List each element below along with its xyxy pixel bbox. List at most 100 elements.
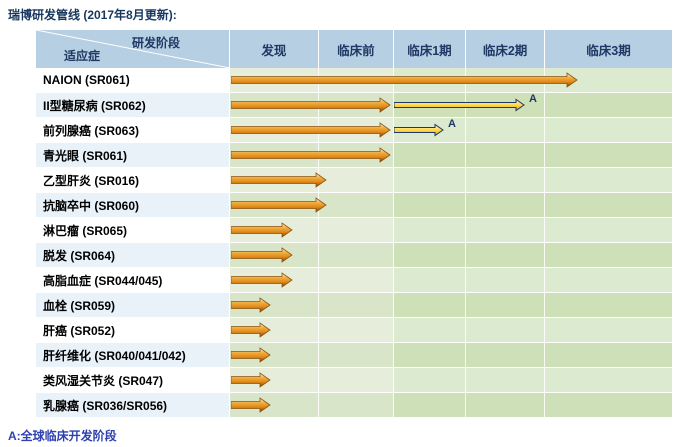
pipeline-arrow xyxy=(231,97,391,113)
row-indication-label: 青光眼 (SR061) xyxy=(36,143,230,168)
pipeline-row: 类风湿关节炎 (SR047) xyxy=(36,368,672,393)
stage-header-5: 临床3期 xyxy=(545,30,672,68)
stage-cell xyxy=(545,218,672,243)
stage-header-4: 临床2期 xyxy=(465,30,546,68)
stage-cell xyxy=(465,243,546,268)
pipeline-arrow xyxy=(231,147,391,163)
pipeline-arrow xyxy=(231,222,293,238)
pipeline-row: 肝纤维化 (SR040/041/042) xyxy=(36,343,672,368)
row-indication-label: 肝癌 (SR052) xyxy=(36,318,230,343)
stage-cell xyxy=(318,218,394,243)
stage-header-2: 临床前 xyxy=(318,30,394,68)
global-arrow xyxy=(394,123,444,137)
stage-cell xyxy=(545,193,672,218)
stage-cell xyxy=(318,343,394,368)
stage-cell xyxy=(545,143,672,168)
row-indication-label: 前列腺癌 (SR063) xyxy=(36,118,230,143)
stage-cell xyxy=(393,293,466,318)
pipeline-row: 乙型肝炎 (SR016) xyxy=(36,168,672,193)
stage-axis-label: 研发阶段 xyxy=(132,36,181,50)
stage-cell xyxy=(393,393,466,418)
row-indication-label: 血栓 (SR059) xyxy=(36,293,230,318)
indication-axis-label: 适应症 xyxy=(64,49,101,63)
pipeline-rows: NAION (SR061) II型糖尿病 (SR062) A 前列腺癌 (SR063)… xyxy=(36,68,672,418)
global-stage-marker: A xyxy=(529,93,537,105)
row-indication-label: 肝纤维化 (SR040/041/042) xyxy=(36,343,230,368)
pipeline-arrow xyxy=(231,197,327,213)
stage-cell xyxy=(465,143,546,168)
stage-cell xyxy=(545,243,672,268)
pipeline-arrow xyxy=(231,297,271,313)
stage-cell xyxy=(318,393,394,418)
stage-cell xyxy=(465,368,546,393)
stage-cell xyxy=(545,93,672,118)
stage-cell xyxy=(393,218,466,243)
stage-header-1: 发现 xyxy=(230,30,319,68)
diagonal-divider-line xyxy=(36,30,230,68)
stage-cell xyxy=(465,393,546,418)
stage-cell xyxy=(318,243,394,268)
pipeline-row: 前列腺癌 (SR063) A xyxy=(36,118,672,143)
stage-cell xyxy=(545,343,672,368)
stage-cell xyxy=(318,318,394,343)
stage-track xyxy=(230,193,672,218)
row-indication-label: 抗脑卒中 (SR060) xyxy=(36,193,230,218)
pipeline-arrow xyxy=(231,322,271,338)
pipeline-arrow xyxy=(231,347,271,363)
stage-cell xyxy=(318,268,394,293)
pipeline-row: 肝癌 (SR052) xyxy=(36,318,672,343)
stage-cell xyxy=(393,268,466,293)
stage-track xyxy=(230,393,672,418)
pipeline-row: 淋巴瘤 (SR065) xyxy=(36,218,672,243)
pipeline-row: 高脂血症 (SR044/045) xyxy=(36,268,672,293)
stage-cell xyxy=(318,368,394,393)
pipeline-row: 抗脑卒中 (SR060) xyxy=(36,193,672,218)
pipeline-arrow xyxy=(231,272,293,288)
stage-track xyxy=(230,343,672,368)
stage-cell xyxy=(545,318,672,343)
stage-track xyxy=(230,293,672,318)
footnote: A:全球临床开发阶段 xyxy=(8,429,117,443)
stage-track xyxy=(230,68,672,93)
row-indication-label: 脱发 (SR064) xyxy=(36,243,230,268)
pipeline-arrow xyxy=(231,247,293,263)
row-indication-label: 高脂血症 (SR044/045) xyxy=(36,268,230,293)
row-indication-label: II型糖尿病 (SR062) xyxy=(36,93,230,118)
stage-cell xyxy=(393,318,466,343)
row-indication-label: 类风湿关节炎 (SR047) xyxy=(36,368,230,393)
stage-track xyxy=(230,268,672,293)
stage-cell xyxy=(318,193,394,218)
page-title: 瑞博研发管线 (2017年8月更新): xyxy=(8,8,177,22)
stage-cell xyxy=(545,393,672,418)
stage-track xyxy=(230,368,672,393)
header-row: 研发阶段 适应症 发现 临床前 临床1期 临床2期 临床3期 xyxy=(36,30,672,68)
pipeline-row: II型糖尿病 (SR062) A xyxy=(36,93,672,118)
stage-cell xyxy=(465,318,546,343)
stage-track xyxy=(230,243,672,268)
stage-cell xyxy=(465,118,546,143)
stage-header-3: 临床1期 xyxy=(393,30,466,68)
pipeline-row: NAION (SR061) xyxy=(36,68,672,93)
stage-cell xyxy=(545,368,672,393)
stage-cell xyxy=(465,268,546,293)
stage-cell xyxy=(545,268,672,293)
stage-cell xyxy=(465,193,546,218)
row-indication-label: 乳腺癌 (SR036/SR056) xyxy=(36,393,230,418)
stage-cell xyxy=(545,293,672,318)
pipeline-row: 血栓 (SR059) xyxy=(36,293,672,318)
stage-cell xyxy=(393,143,466,168)
row-indication-label: NAION (SR061) xyxy=(36,68,230,93)
stage-track xyxy=(230,218,672,243)
stage-cell xyxy=(393,368,466,393)
pipeline-row: 青光眼 (SR061) xyxy=(36,143,672,168)
stage-cell xyxy=(393,343,466,368)
stage-track: A xyxy=(230,118,672,143)
stage-cell xyxy=(393,193,466,218)
stage-cell xyxy=(465,343,546,368)
stage-track xyxy=(230,168,672,193)
pipeline-table: 研发阶段 适应症 发现 临床前 临床1期 临床2期 临床3期 NAION (SR061)… xyxy=(36,30,672,418)
stage-cell xyxy=(465,293,546,318)
header-corner-cell: 研发阶段 适应症 xyxy=(36,30,230,68)
stage-headers: 发现 临床前 临床1期 临床2期 临床3期 xyxy=(230,30,672,68)
